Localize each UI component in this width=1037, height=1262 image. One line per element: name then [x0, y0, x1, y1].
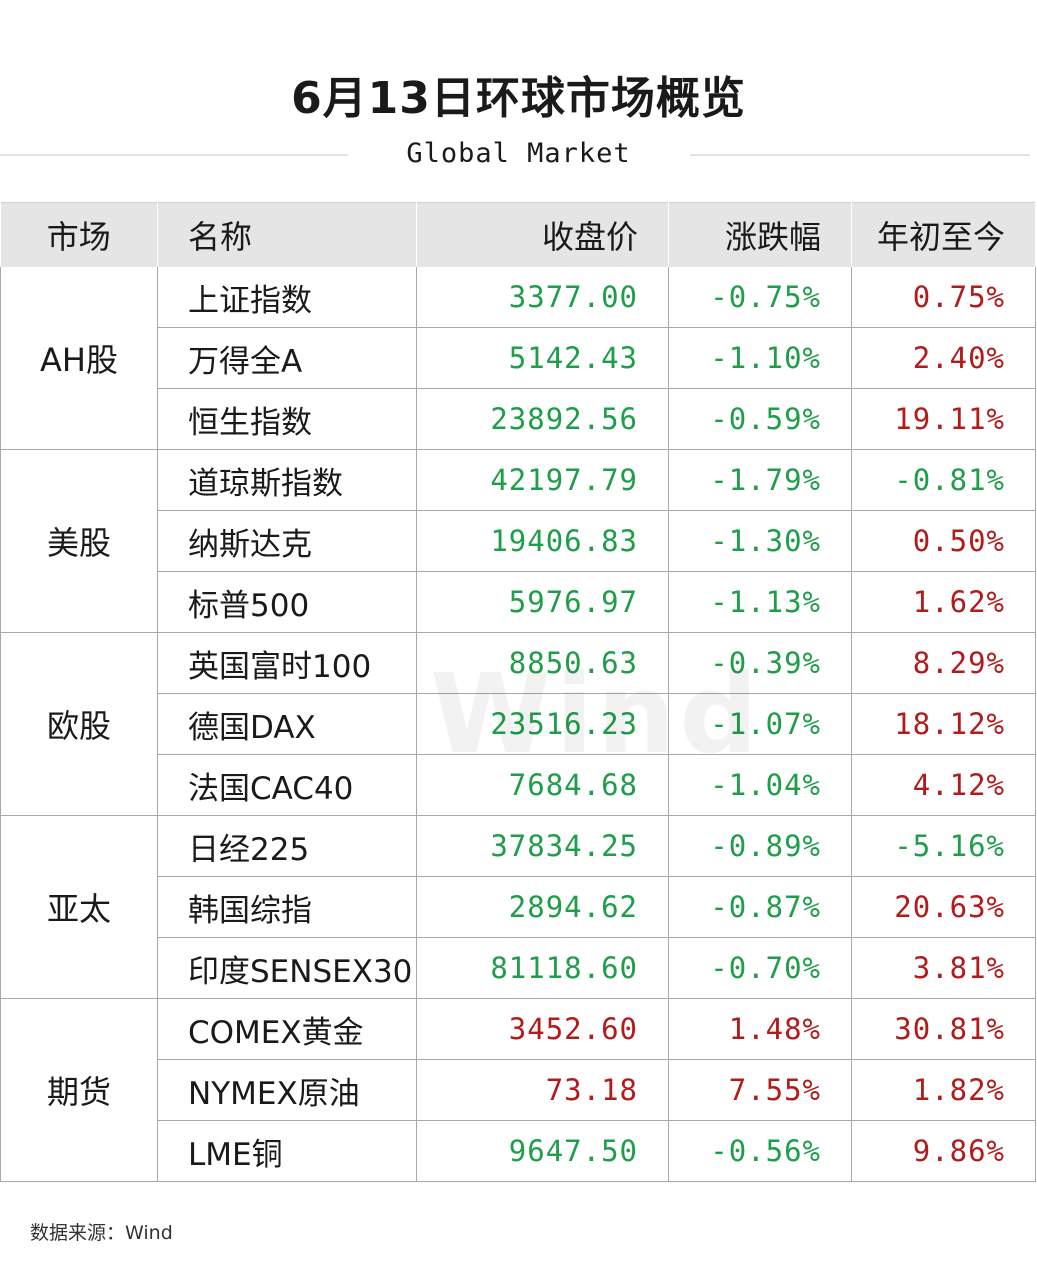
ytd-percent: 0.50%: [851, 510, 1036, 572]
header-close: 收盘价: [416, 202, 669, 267]
table-row: 标普500 5976.97 -1.13% 1.62%: [1, 571, 1036, 633]
table-row: 恒生指数 23892.56 -0.59% 19.11%: [1, 388, 1036, 450]
close-price: 19406.83: [416, 510, 669, 572]
header-name: 名称: [157, 202, 417, 267]
market-group-label: 亚太: [0, 815, 158, 999]
table-row: AH股 上证指数 3377.00 -0.75% 0.75%: [0, 267, 1036, 450]
index-name: 日经225: [157, 815, 417, 877]
close-price: 23516.23: [416, 693, 669, 755]
index-name: 法国CAC40: [157, 754, 417, 816]
ytd-percent: 1.82%: [851, 1059, 1036, 1121]
change-percent: 1.48%: [668, 998, 852, 1060]
index-name: 恒生指数: [157, 388, 417, 450]
close-price: 42197.79: [416, 449, 669, 511]
table-row: 德国DAX 23516.23 -1.07% 18.12%: [1, 693, 1036, 755]
close-price: 5976.97: [416, 571, 669, 633]
table-row: NYMEX原油 73.18 7.55% 1.82%: [1, 1059, 1036, 1121]
ytd-percent: 30.81%: [851, 998, 1036, 1060]
close-price: 23892.56: [416, 388, 669, 450]
index-name: 万得全A: [157, 327, 417, 389]
close-price: 37834.25: [416, 815, 669, 877]
subtitle-rule-right: [690, 154, 1030, 156]
ytd-percent: -0.81%: [851, 449, 1036, 511]
change-percent: -1.13%: [668, 571, 852, 633]
change-percent: -1.04%: [668, 754, 852, 816]
table-row: 期货 COMEX黄金 3452.60 1.48% 30.81%: [0, 998, 1036, 1182]
table-row: 美股 道琼斯指数 42197.79 -1.79% -0.81%: [0, 449, 1036, 633]
table-row: 欧股 英国富时100 8850.63 -0.39% 8.29%: [0, 632, 1036, 816]
change-percent: -0.89%: [668, 815, 852, 877]
change-percent: -1.10%: [668, 327, 852, 389]
index-name: COMEX黄金: [157, 998, 417, 1060]
close-price: 9647.50: [416, 1120, 669, 1182]
data-source-note: 数据来源：Wind: [30, 1222, 173, 1244]
header-change: 涨跌幅: [668, 202, 852, 267]
ytd-percent: -5.16%: [851, 815, 1036, 877]
table-row: LME铜 9647.50 -0.56% 9.86%: [1, 1120, 1036, 1182]
change-percent: -1.30%: [668, 510, 852, 572]
ytd-percent: 18.12%: [851, 693, 1036, 755]
index-name: 纳斯达克: [157, 510, 417, 572]
change-percent: -0.87%: [668, 876, 852, 938]
market-group-label: 欧股: [0, 632, 158, 816]
ytd-percent: 9.86%: [851, 1120, 1036, 1182]
change-percent: -0.75%: [668, 267, 852, 328]
market-group-label: AH股: [0, 267, 158, 450]
ytd-percent: 19.11%: [851, 388, 1036, 450]
index-name: 道琼斯指数: [157, 449, 417, 511]
ytd-percent: 4.12%: [851, 754, 1036, 816]
market-group-label: 美股: [0, 449, 158, 633]
close-price: 3452.60: [416, 998, 669, 1060]
market-group-label: 期货: [0, 998, 158, 1182]
table-row: 万得全A 5142.43 -1.10% 2.40%: [1, 327, 1036, 389]
change-percent: -0.56%: [668, 1120, 852, 1182]
index-name: 英国富时100: [157, 632, 417, 694]
index-name: 德国DAX: [157, 693, 417, 755]
page-title: 6月13日环球市场概览: [291, 73, 746, 124]
ytd-percent: 2.40%: [851, 327, 1036, 389]
change-percent: 7.55%: [668, 1059, 852, 1121]
table-row: 纳斯达克 19406.83 -1.30% 0.50%: [1, 510, 1036, 572]
change-percent: -0.59%: [668, 388, 852, 450]
table-row: 亚太 日经225 37834.25 -0.89% -5.16%: [0, 815, 1036, 999]
subtitle-rule-left: [0, 154, 348, 156]
close-price: 5142.43: [416, 327, 669, 389]
index-name: NYMEX原油: [157, 1059, 417, 1121]
table-row: 韩国综指 2894.62 -0.87% 20.63%: [1, 876, 1036, 938]
index-name: 韩国综指: [157, 876, 417, 938]
market-table: 市场 名称 收盘价 涨跌幅 年初至今 AH股 上证指数 3377.00 -0.75% 0…: [0, 202, 1036, 1182]
subtitle: Global Market: [406, 138, 631, 169]
close-price: 7684.68: [416, 754, 669, 816]
close-price: 3377.00: [416, 267, 669, 328]
change-percent: -0.70%: [668, 937, 852, 999]
index-name: 上证指数: [157, 267, 417, 328]
change-percent: -1.79%: [668, 449, 852, 511]
ytd-percent: 0.75%: [851, 267, 1036, 328]
close-price: 2894.62: [416, 876, 669, 938]
ytd-percent: 8.29%: [851, 632, 1036, 694]
table-body: AH股 上证指数 3377.00 -0.75% 0.75% 万得全A 5142.43 -1.1…: [0, 267, 1036, 1182]
table-row: 印度SENSEX30 81118.60 -0.70% 3.81%: [1, 937, 1036, 999]
change-percent: -1.07%: [668, 693, 852, 755]
index-name: 标普500: [157, 571, 417, 633]
ytd-percent: 20.63%: [851, 876, 1036, 938]
ytd-percent: 1.62%: [851, 571, 1036, 633]
ytd-percent: 3.81%: [851, 937, 1036, 999]
subtitle-row: Global Market: [0, 136, 1037, 176]
close-price: 81118.60: [416, 937, 669, 999]
header-ytd: 年初至今: [851, 202, 1036, 267]
close-price: 73.18: [416, 1059, 669, 1121]
table-header-row: 市场 名称 收盘价 涨跌幅 年初至今: [0, 202, 1036, 267]
change-percent: -0.39%: [668, 632, 852, 694]
close-price: 8850.63: [416, 632, 669, 694]
header-market: 市场: [0, 202, 158, 267]
table-row: 法国CAC40 7684.68 -1.04% 4.12%: [1, 754, 1036, 816]
index-name: LME铜: [157, 1120, 417, 1182]
index-name: 印度SENSEX30: [157, 937, 417, 999]
